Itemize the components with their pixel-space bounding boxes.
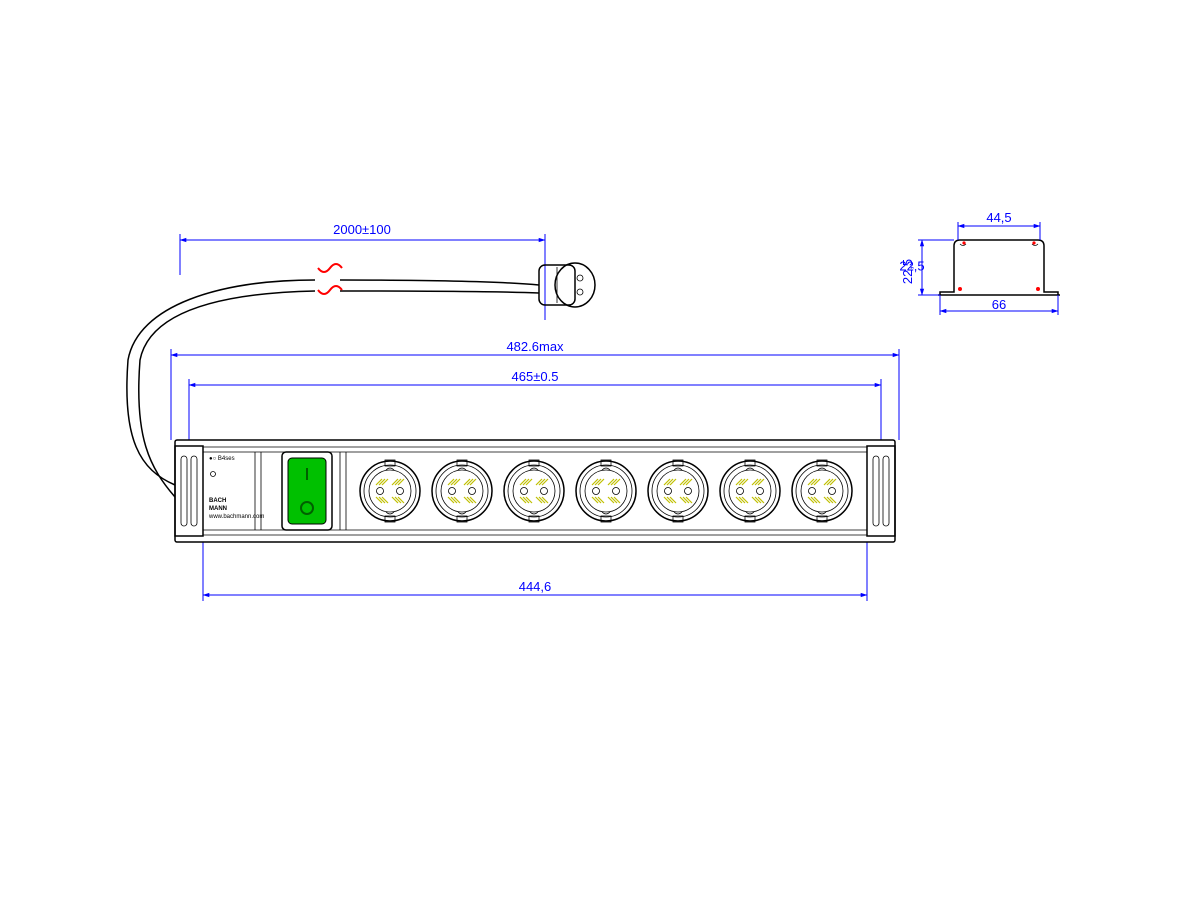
svg-text:444,6: 444,6 [519,579,552,594]
svg-text:www.bachmann.com: www.bachmann.com [208,514,264,520]
svg-text:22,5: 22,5 [899,259,924,274]
svg-text:66: 66 [992,297,1006,312]
svg-text:●○ B4ses: ●○ B4ses [209,456,235,462]
svg-text:482.6max: 482.6max [506,339,564,354]
svg-text:2000±100: 2000±100 [333,222,391,237]
svg-text:465±0.5: 465±0.5 [512,369,559,384]
svg-text:BACH: BACH [209,498,226,504]
svg-text:44,5: 44,5 [986,210,1011,225]
svg-text:MANN: MANN [209,506,227,512]
